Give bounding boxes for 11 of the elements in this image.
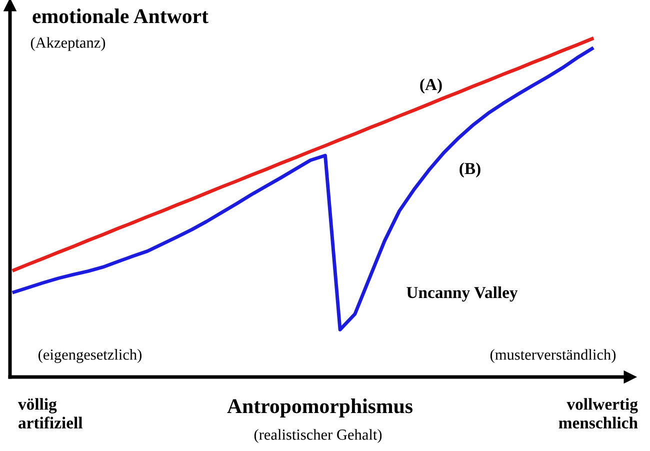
text: (realistischer Gehalt) <box>254 429 382 443</box>
x-axis-title: Antropomorphismus <box>227 398 412 418</box>
y-axis-title: emotionale Antwort <box>32 8 208 24</box>
annotation: (Akzeptanz) <box>30 37 106 51</box>
text: vollwertig menschlich <box>558 398 638 429</box>
annotation: (B) <box>460 162 480 178</box>
annotation: Uncanny Valley <box>406 286 518 302</box>
annotation: (musterverständlich) <box>490 349 616 363</box>
text: völlig artifiziell <box>18 398 82 429</box>
annotation: (eigengesetzlich) <box>38 349 142 363</box>
annotation: (A) <box>420 78 442 94</box>
